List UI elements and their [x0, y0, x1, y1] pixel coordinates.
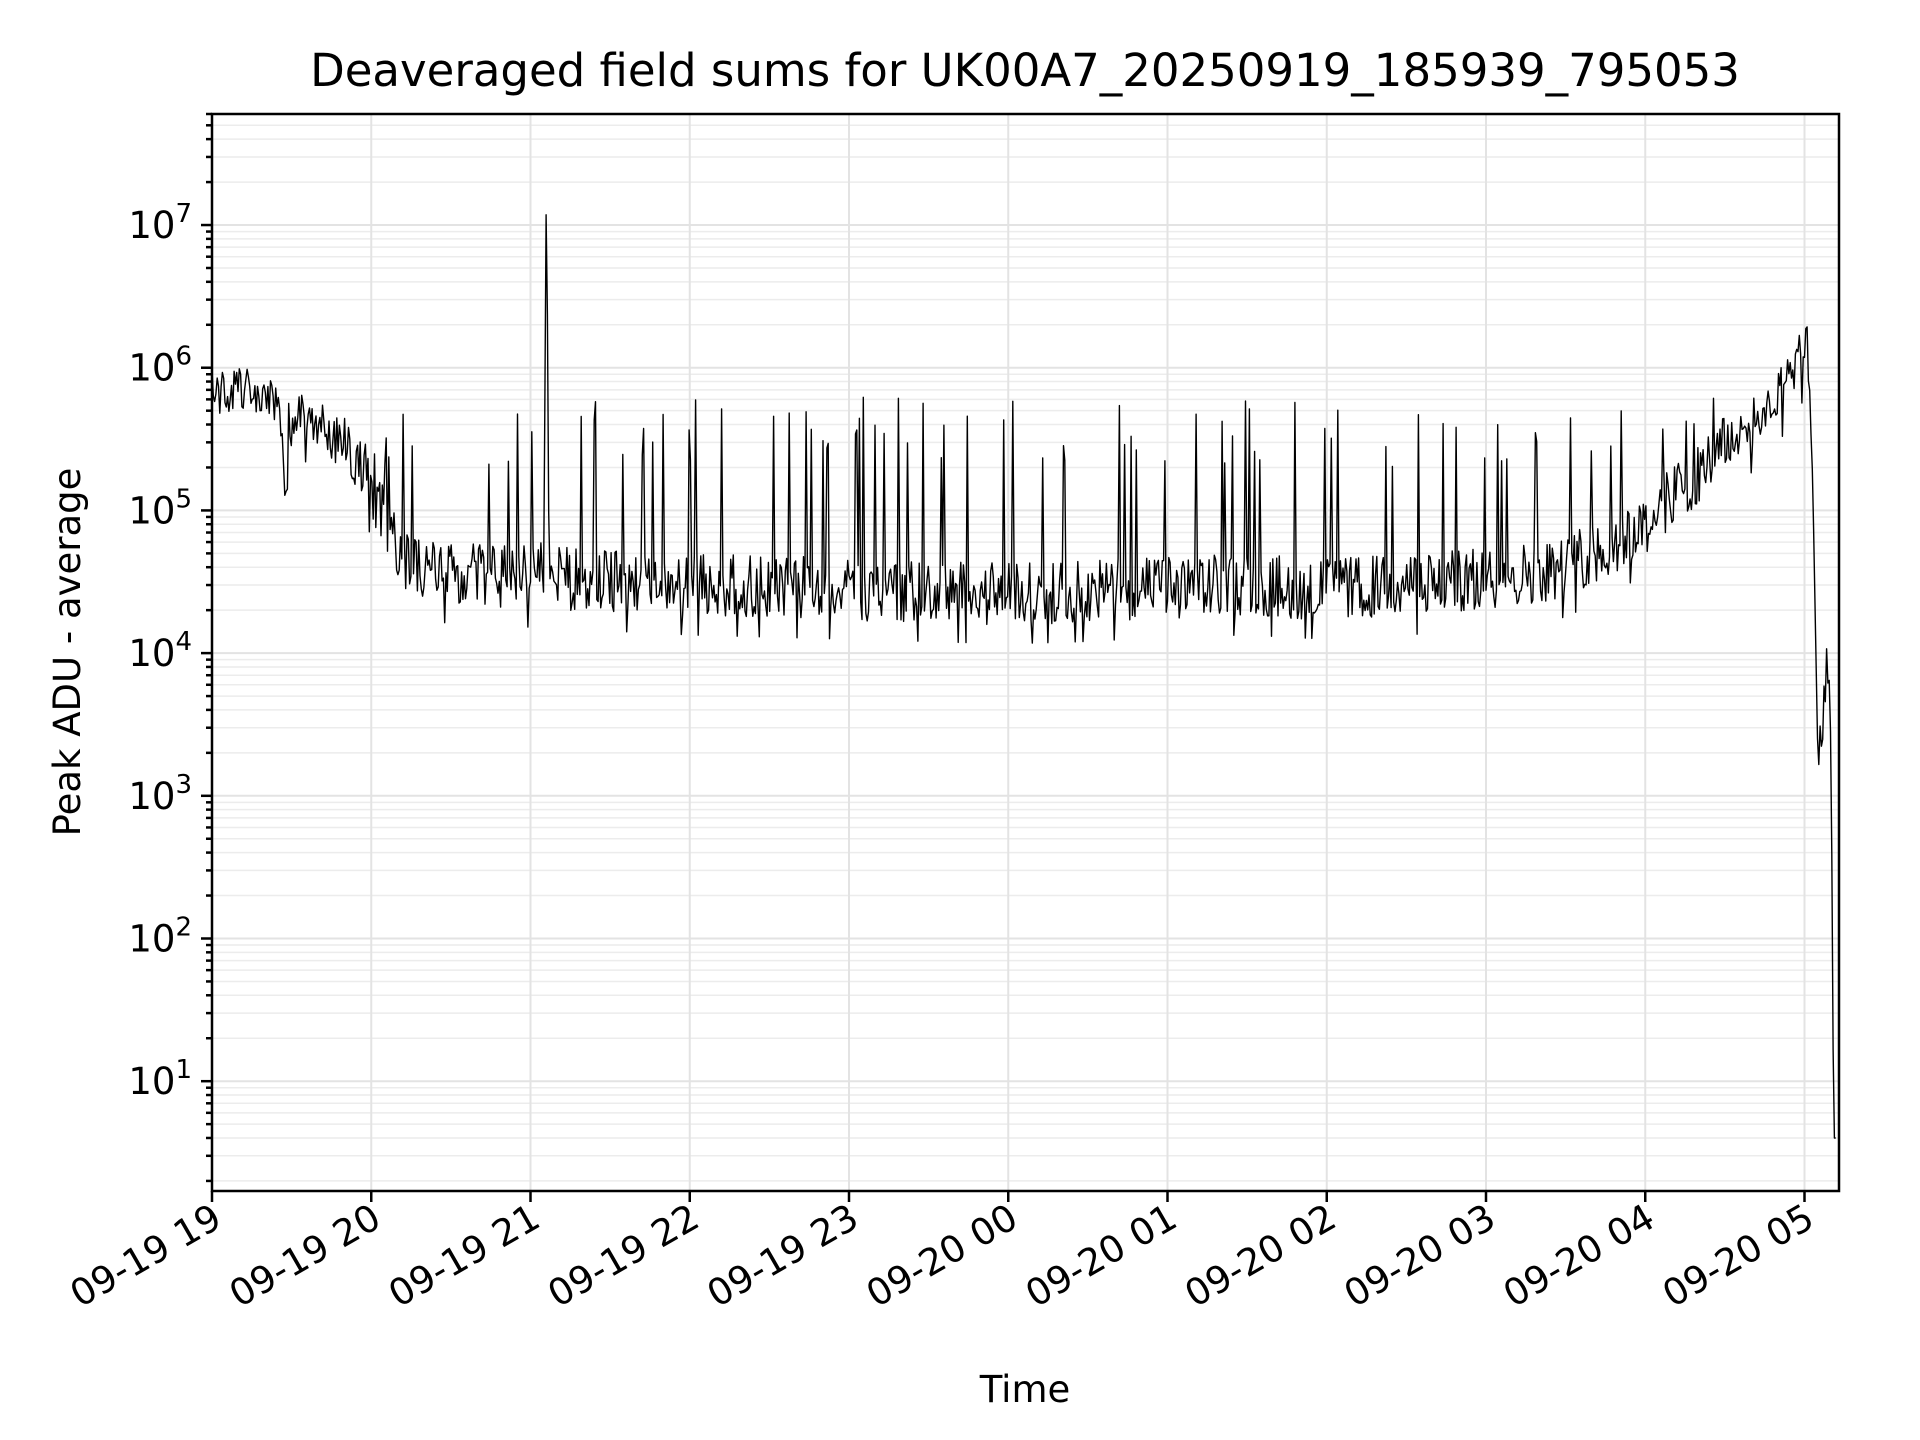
series-layer: [211, 214, 1836, 1139]
x-tick-label: 09-20 02: [1178, 1196, 1344, 1316]
y-tick-label: 102: [128, 912, 192, 960]
y-tick-label: 107: [128, 199, 192, 247]
x-tick-label: 09-19 21: [381, 1196, 547, 1316]
y-tick-label: 105: [128, 484, 192, 532]
x-tick-label: 09-19 19: [63, 1196, 229, 1316]
x-tick-label: 09-19 23: [700, 1196, 866, 1316]
x-tick-label: 09-20 00: [859, 1196, 1025, 1316]
x-tick-label: 09-19 20: [222, 1196, 388, 1316]
x-tick-label: 09-20 05: [1655, 1196, 1821, 1316]
y-axis-label: Peak ADU - average: [46, 468, 89, 837]
x-tick-label: 09-19 22: [541, 1196, 707, 1316]
y-tick-label: 101: [128, 1055, 192, 1103]
x-tick-label: 09-20 04: [1496, 1196, 1662, 1316]
y-tick-label: 103: [128, 770, 192, 818]
grid-layer: [211, 113, 1839, 1191]
y-tick-label: 104: [128, 627, 192, 675]
chart-title: Deaveraged field sums for UK00A7_2025091…: [310, 44, 1740, 97]
x-tick-label: 09-20 03: [1337, 1196, 1503, 1316]
y-tick-label: 106: [128, 342, 192, 390]
x-axis-label: Time: [979, 1368, 1071, 1411]
series-line: [211, 214, 1836, 1139]
x-tick-label: 09-20 01: [1018, 1196, 1184, 1316]
